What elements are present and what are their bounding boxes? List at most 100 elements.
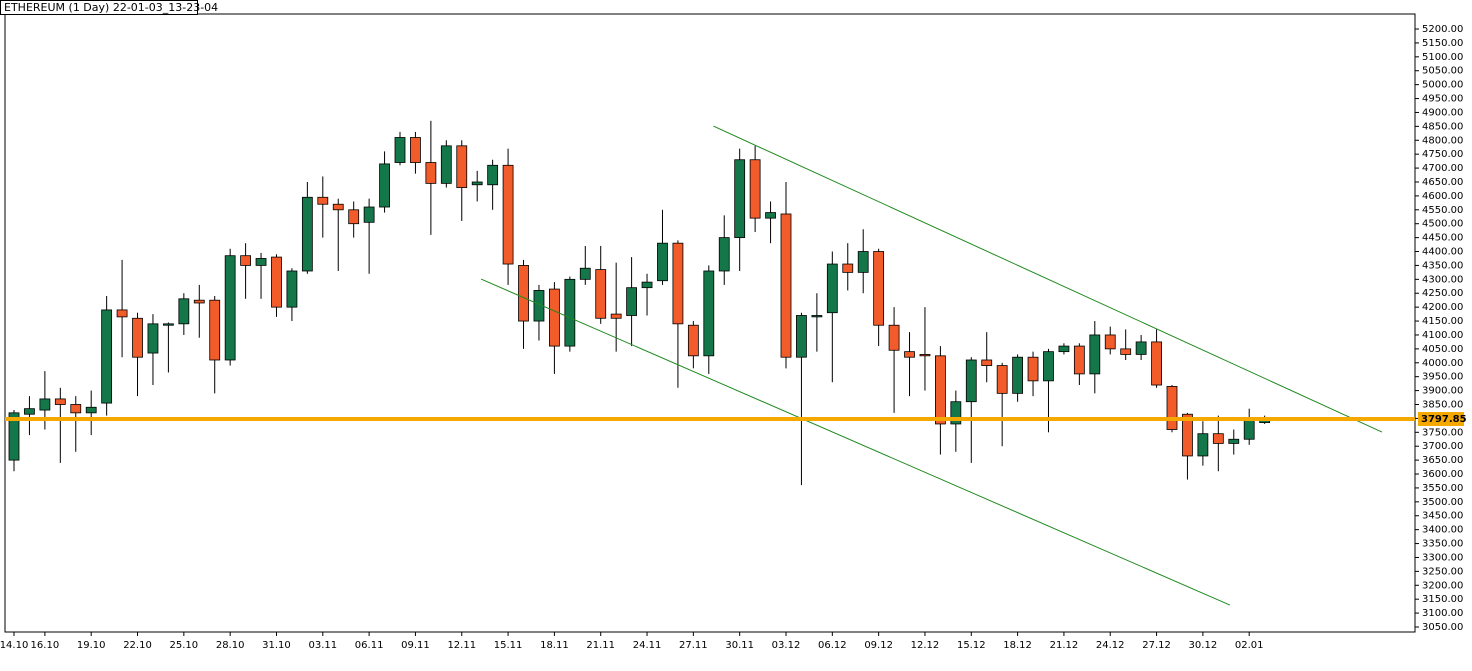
candle-body — [1043, 351, 1054, 382]
x-tick-label: 06.11 — [355, 640, 384, 651]
candle-body — [286, 270, 298, 308]
x-tick-label: 22.10 — [123, 640, 152, 651]
candle-body — [672, 242, 684, 325]
candle-body — [147, 323, 159, 354]
y-tick-label: 4850.00 — [1422, 121, 1463, 132]
y-tick-label: 5050.00 — [1422, 66, 1463, 77]
y-tick-label: 3050.00 — [1422, 622, 1463, 633]
x-tick-label: 12.11 — [447, 640, 476, 651]
candle-body — [549, 288, 560, 347]
candle-body — [332, 203, 344, 211]
candle-body — [564, 278, 576, 347]
candle-body — [440, 145, 452, 184]
y-tick-label: 4050.00 — [1422, 344, 1463, 355]
y-tick-label: 4700.00 — [1422, 163, 1463, 174]
candle-body — [39, 398, 51, 411]
candle-body — [734, 159, 746, 239]
candle-body — [410, 137, 421, 163]
candle-body — [518, 265, 529, 322]
y-tick-label: 4900.00 — [1422, 107, 1463, 118]
trend-line — [480, 278, 1231, 606]
y-tick-label: 4150.00 — [1422, 316, 1463, 327]
y-tick-label: 3550.00 — [1422, 483, 1463, 494]
y-tick-label: 4250.00 — [1422, 288, 1463, 299]
y-tick-label: 4200.00 — [1422, 302, 1463, 313]
y-tick-label: 3150.00 — [1422, 594, 1463, 605]
candle-body — [502, 164, 514, 265]
y-tick-label: 4100.00 — [1422, 330, 1463, 341]
candle-body — [8, 412, 20, 461]
candle-body — [595, 269, 607, 319]
candle-body — [657, 242, 668, 282]
candle-body — [1166, 386, 1178, 430]
candle-body — [935, 355, 946, 425]
candle-body — [1058, 345, 1070, 353]
y-tick-label: 3600.00 — [1422, 469, 1463, 480]
candle-body — [363, 206, 375, 223]
y-tick-label: 3750.00 — [1422, 427, 1463, 438]
candle-body — [162, 323, 174, 326]
x-tick-label: 27.12 — [1142, 640, 1171, 651]
candle-body — [1243, 419, 1255, 440]
candle-body — [780, 213, 792, 358]
x-tick-label: 12.12 — [911, 640, 940, 651]
y-tick-label: 4950.00 — [1422, 94, 1463, 105]
candle-body — [456, 145, 468, 188]
candle-body — [1120, 348, 1132, 355]
candle-body — [1104, 334, 1116, 350]
x-tick-label: 18.12 — [1003, 640, 1032, 651]
x-tick-label: 31.10 — [262, 640, 291, 651]
candle-body — [85, 406, 97, 414]
x-tick-label: 25.10 — [170, 640, 199, 651]
candle-body — [116, 309, 128, 318]
title-box — [0, 0, 198, 15]
y-tick-label: 3450.00 — [1422, 511, 1463, 522]
candle-body — [687, 324, 699, 357]
candle-body — [610, 313, 622, 319]
candle-body — [425, 162, 437, 184]
candle-body — [904, 351, 915, 358]
x-tick-label: 30.12 — [1189, 640, 1218, 651]
price-label: 3797.85 — [1421, 414, 1467, 425]
candle-body — [1089, 334, 1101, 375]
candle-body — [826, 263, 838, 314]
candle-body — [873, 251, 885, 326]
candle-body — [1197, 433, 1209, 457]
y-tick-label: 3250.00 — [1422, 566, 1463, 577]
candle-body — [1182, 413, 1193, 457]
candle-body — [765, 212, 776, 219]
candle-body — [1073, 345, 1085, 375]
chart-title: ETHEREUM (1 Day) 22-01-03_13-23-04 — [4, 1, 218, 14]
x-tick-label: 03.11 — [308, 640, 337, 651]
x-tick-label: 21.11 — [586, 640, 615, 651]
candle-body — [533, 290, 545, 322]
candle-body — [950, 401, 962, 425]
candle-body — [626, 287, 637, 316]
candle-body — [240, 255, 252, 266]
x-tick-label: 02.01 — [1235, 640, 1264, 651]
candle-body — [70, 404, 82, 414]
candle-body — [703, 270, 715, 357]
y-tick-label: 3850.00 — [1422, 399, 1463, 410]
candle-body — [718, 237, 730, 272]
candle-body — [857, 251, 869, 273]
x-tick-label: 15.12 — [957, 640, 986, 651]
y-tick-label: 5000.00 — [1422, 80, 1463, 91]
x-tick-label: 24.11 — [633, 640, 662, 651]
y-tick-label: 5200.00 — [1422, 24, 1463, 35]
x-tick-label: 03.12 — [772, 640, 801, 651]
price-label-box — [1418, 411, 1464, 426]
candle-body — [842, 263, 854, 273]
candle-body — [471, 181, 483, 186]
candle-body — [317, 196, 329, 205]
x-tick-label: 27.11 — [679, 640, 708, 651]
y-tick-label: 3650.00 — [1422, 455, 1463, 466]
y-tick-label: 3300.00 — [1422, 552, 1463, 563]
x-tick-label: 19.10 — [77, 640, 106, 651]
x-tick-label: 28.10 — [216, 640, 245, 651]
candle-body — [487, 164, 499, 186]
candle-body — [749, 159, 761, 219]
candle-body — [965, 359, 977, 403]
y-tick-label: 4750.00 — [1422, 149, 1463, 160]
